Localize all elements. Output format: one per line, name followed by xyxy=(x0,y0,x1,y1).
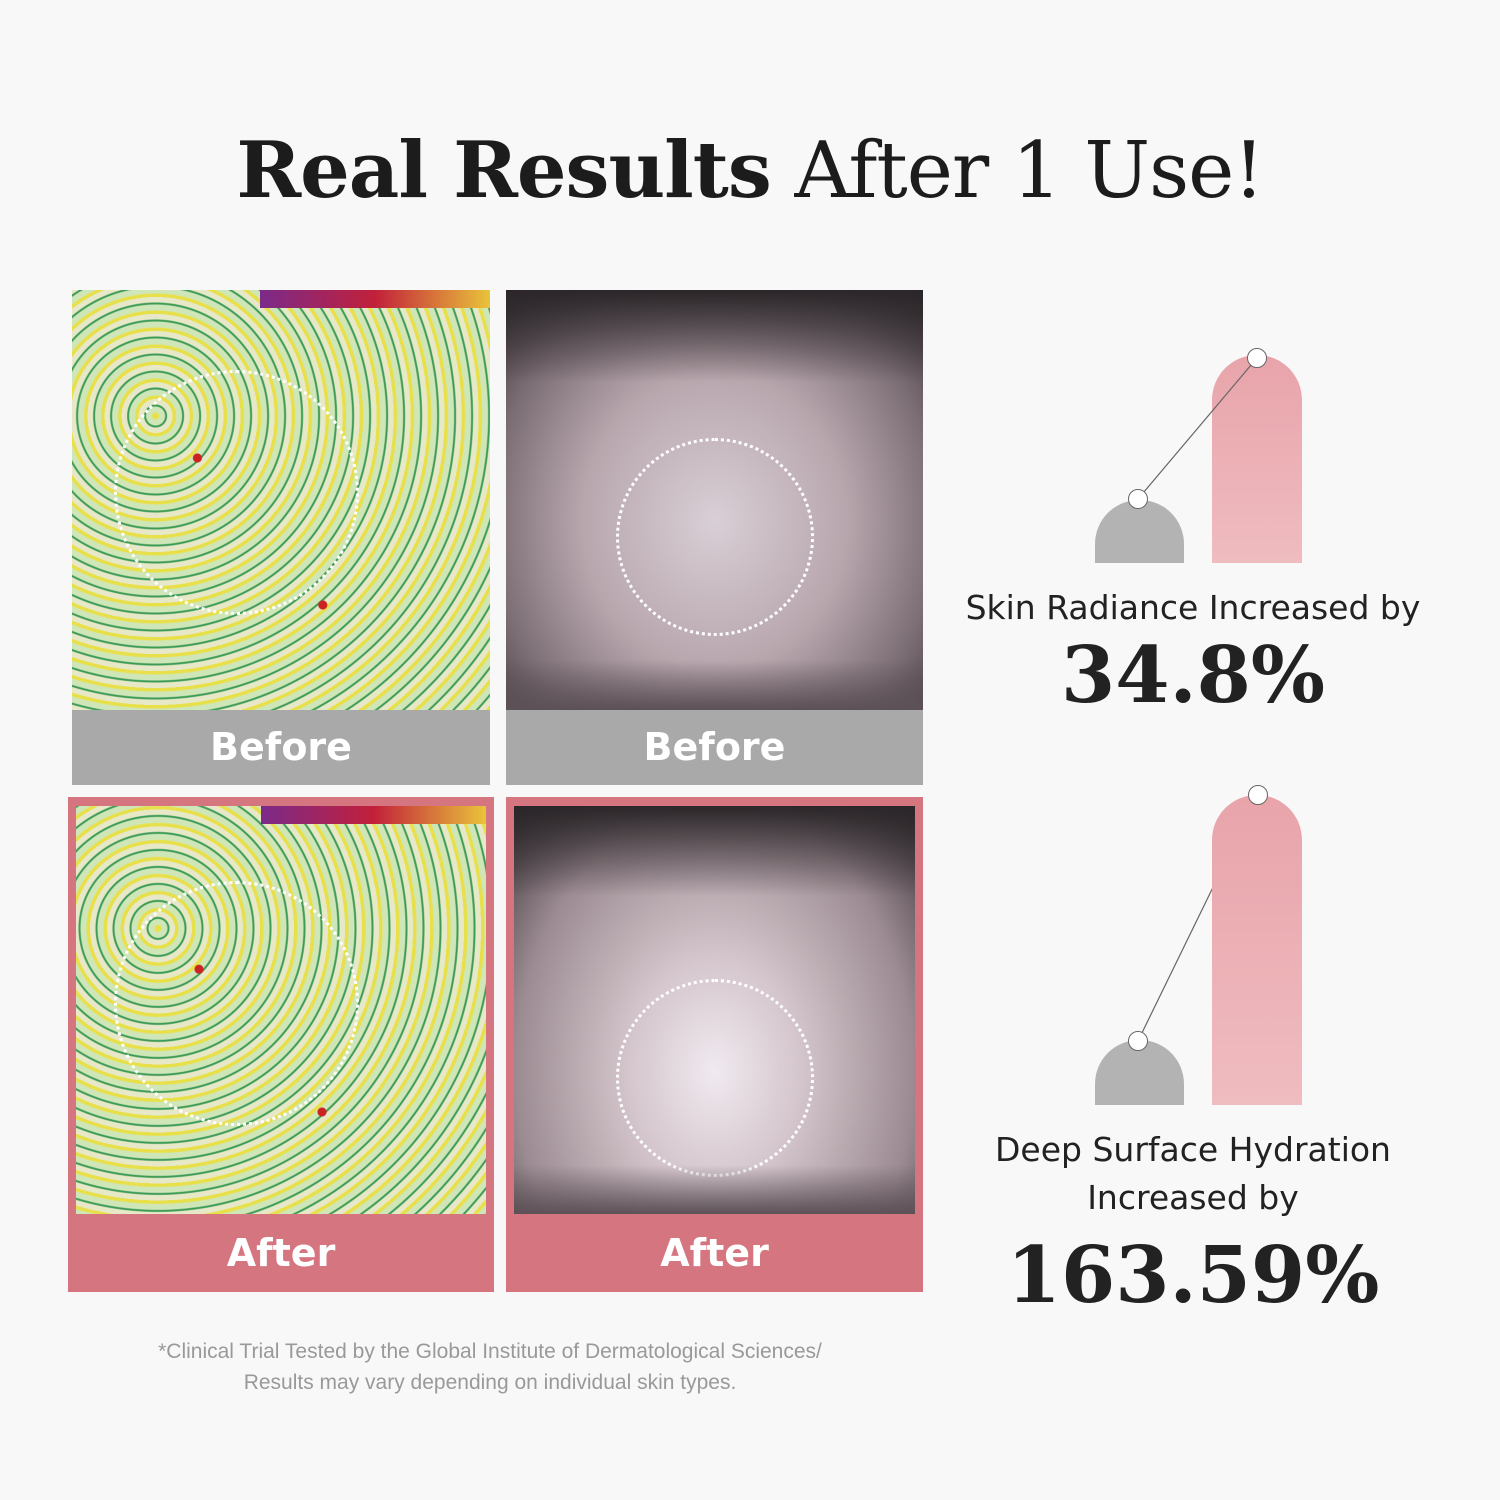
hydration-label-line1: Deep Surface Hydration xyxy=(995,1130,1391,1169)
before-label: Before xyxy=(72,710,490,785)
footnote-line1: *Clinical Trial Tested by the Global Ins… xyxy=(158,1340,822,1363)
radiance-before-bar xyxy=(1095,500,1184,563)
title-bold: Real Results xyxy=(236,125,771,216)
hydration-value: 163.59% xyxy=(1006,1230,1380,1321)
radiance-label: Skin Radiance Increased by xyxy=(965,588,1421,627)
before-label: Before xyxy=(506,710,923,785)
after-marker xyxy=(1248,785,1268,805)
radiance-after-bar xyxy=(1212,355,1302,563)
footnote: *Clinical Trial Tested by the Global Ins… xyxy=(0,1336,980,1398)
radiance-value: 34.8% xyxy=(1060,630,1326,721)
before-marker xyxy=(1128,1031,1148,1051)
hydration-after-bar xyxy=(1212,795,1302,1105)
after-label: After xyxy=(660,1231,769,1275)
footnote-line2: Results may vary depending on individual… xyxy=(243,1371,737,1394)
focus-circle xyxy=(616,438,814,636)
after-heatmap-image xyxy=(76,806,486,1214)
after-marker xyxy=(1247,348,1267,368)
title-light: After 1 Use! xyxy=(794,126,1265,216)
after-label: After xyxy=(226,1231,336,1275)
hydration-label-line2: Increased by xyxy=(1087,1178,1299,1217)
page-title: Real Results After 1 Use! xyxy=(0,125,1500,216)
focus-circle xyxy=(114,881,359,1126)
radiance-connector xyxy=(1137,357,1258,500)
before-heatmap-image xyxy=(72,290,490,710)
before-skin-photo xyxy=(506,290,923,710)
before-marker xyxy=(1128,489,1148,509)
after-skin-photo xyxy=(514,806,915,1214)
focus-circle xyxy=(114,370,359,615)
